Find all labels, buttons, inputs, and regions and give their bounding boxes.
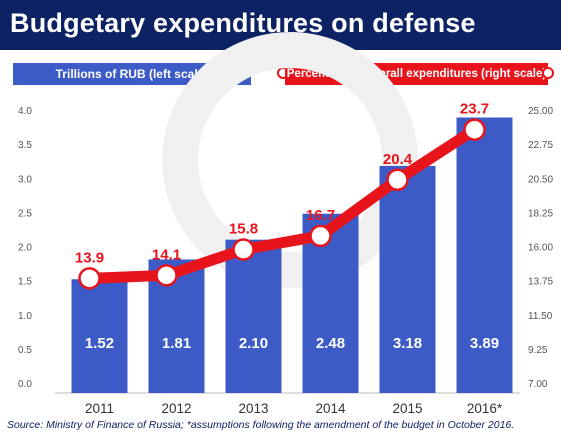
line-value-label: 15.8	[229, 221, 258, 238]
background-watermark	[162, 32, 418, 288]
right-axis-tick-label: 13.75	[528, 277, 553, 288]
right-axis-tick-label: 9.25	[528, 345, 548, 356]
x-axis-tick-label: 2011	[85, 401, 114, 416]
left-axis-tick-label: 1.5	[18, 277, 32, 288]
right-axis-tick-label: 20.50	[528, 174, 553, 185]
right-axis-tick-label: 25.00	[528, 106, 553, 117]
right-axis-tick-label: 18.25	[528, 208, 553, 219]
bar-value-label: 3.18	[393, 335, 422, 352]
line-point	[463, 118, 486, 141]
left-axis-tick-label: 2.5	[18, 208, 32, 219]
line-value-label: 16.7	[306, 207, 335, 224]
bar	[225, 239, 282, 393]
x-axis-tick-label: 2016*	[467, 401, 503, 416]
x-axis-tick-label: 2013	[238, 401, 268, 416]
left-axis-tick-label: 0.5	[18, 345, 32, 356]
line-point	[78, 267, 101, 290]
bar	[302, 213, 359, 393]
bar-value-label: 1.81	[162, 335, 191, 352]
legend-marker-icon	[542, 67, 554, 79]
left-axis-tick-label: 1.0	[18, 311, 32, 322]
line-value-label: 13.9	[75, 249, 104, 266]
bar	[71, 279, 128, 393]
bar	[456, 117, 513, 393]
right-axis-tick-label: 7.00	[528, 379, 548, 390]
x-axis-tick-label: 2012	[161, 401, 191, 416]
x-axis-tick-label: 2014	[315, 401, 346, 416]
bar-value-label: 2.10	[239, 335, 268, 352]
left-axis-tick-label: 4.0	[18, 106, 32, 117]
line-point	[386, 168, 409, 192]
left-axis-tick-label: 3.0	[18, 174, 32, 185]
line-value-label: 20.4	[383, 151, 413, 168]
right-axis-tick-label: 11.50	[528, 311, 553, 322]
right-axis-tick-label: 16.00	[528, 243, 553, 254]
source-note: Source: Ministry of Finance of Russia; *…	[7, 419, 515, 431]
x-axis-tick-label: 2015	[392, 401, 422, 416]
chart-title: Budgetary expenditures on defense	[10, 8, 476, 38]
line-point	[232, 238, 255, 261]
left-axis-tick-label: 2.0	[18, 243, 32, 254]
line-value-label: 23.7	[460, 101, 489, 118]
bar	[379, 165, 436, 393]
line-series	[84, 124, 480, 284]
line-point	[155, 264, 178, 287]
bar-value-label: 2.48	[316, 335, 345, 352]
line-value-label: 14.1	[152, 246, 181, 263]
left-axis-tick-label: 0.0	[18, 379, 32, 390]
right-axis-tick-label: 22.75	[528, 140, 553, 151]
line-point	[309, 224, 332, 248]
bar-value-label: 1.52	[85, 335, 114, 352]
left-axis-tick-label: 3.5	[18, 140, 32, 151]
bar-value-label: 3.89	[470, 335, 499, 352]
